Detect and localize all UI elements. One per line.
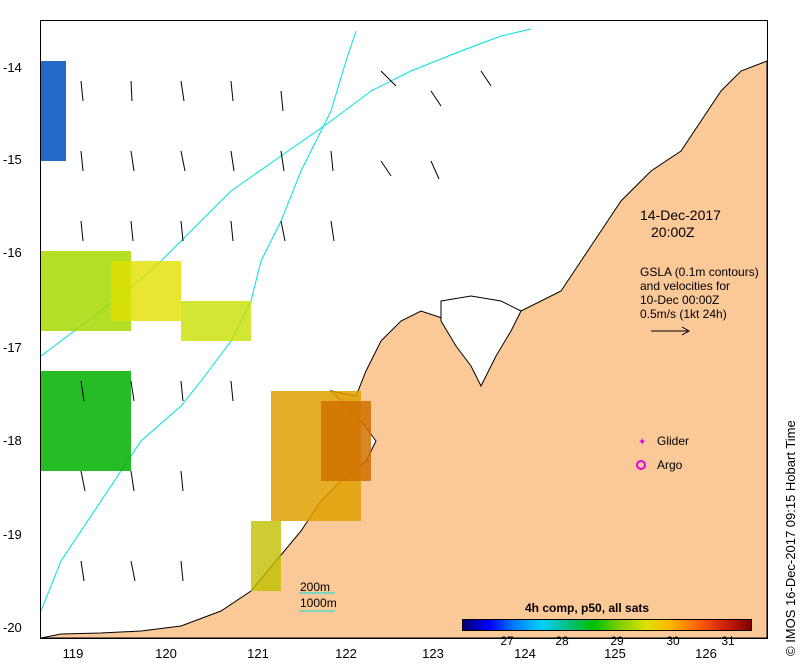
land-mass: [41, 60, 767, 638]
colorbar-tick: 30: [666, 634, 680, 648]
y-tick: -14: [3, 60, 22, 75]
colorbar-tick: 27: [500, 634, 514, 648]
velocity-arrows: [80, 70, 492, 582]
x-tick: 124: [514, 646, 536, 661]
colorbar: [462, 619, 752, 631]
glider-marker: ✦: [638, 437, 646, 448]
legend-line: and velocities for: [640, 279, 731, 293]
legend-line: GSLA (0.1m contours): [640, 265, 759, 279]
x-tick: 125: [604, 646, 626, 661]
colorbar-title: 4h comp, p50, all sats: [525, 601, 650, 615]
scale-arrow: [651, 326, 691, 336]
y-tick: -20: [3, 620, 22, 635]
y-tick: -17: [3, 340, 22, 355]
colorbar-tick: 28: [555, 634, 569, 648]
legend-line: 10-Dec 00:00Z: [640, 293, 720, 307]
colorbar-tick: 31: [721, 634, 735, 648]
depth-1000-label: 1000m: [300, 596, 337, 610]
y-tick: -16: [3, 245, 22, 260]
x-tick: 120: [155, 646, 177, 661]
x-tick: 119: [62, 646, 84, 661]
depth-200-label: 200m: [300, 580, 331, 594]
x-tick: 126: [695, 646, 717, 661]
x-tick: 122: [335, 646, 357, 661]
credit-text: © IMOS 16-Dec-2017 09:15 Hobart Time: [783, 420, 798, 656]
colorbar-tick: 29: [610, 634, 624, 648]
x-tick: 121: [247, 646, 269, 661]
timestamp-date: 14-Dec-2017: [640, 207, 721, 223]
legend-line: 0.5m/s (1kt 24h): [640, 307, 727, 321]
argo-label: Argo: [657, 458, 683, 472]
y-tick: -15: [3, 152, 22, 167]
glider-label: Glider: [657, 434, 690, 448]
y-tick: -18: [3, 433, 22, 448]
sst-patches: [41, 61, 371, 591]
argo-marker: [636, 460, 646, 470]
x-tick: 123: [422, 646, 444, 661]
map-area: ✦: [40, 20, 768, 639]
timestamp-time: 20:00Z: [651, 224, 695, 240]
map-canvas: ✦: [41, 28, 767, 638]
y-tick: -19: [3, 527, 22, 542]
bay: [440, 295, 522, 388]
